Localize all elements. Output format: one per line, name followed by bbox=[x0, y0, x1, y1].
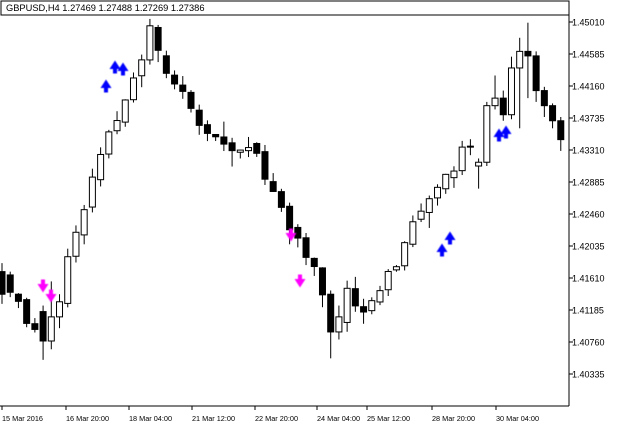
svg-text:1.40335: 1.40335 bbox=[572, 370, 605, 380]
svg-text:1.41185: 1.41185 bbox=[572, 306, 604, 316]
svg-text:25 Mar 12:00: 25 Mar 12:00 bbox=[367, 414, 410, 423]
svg-text:21 Mar 12:00: 21 Mar 12:00 bbox=[192, 414, 235, 423]
svg-text:1.44160: 1.44160 bbox=[572, 82, 605, 92]
svg-text:1.43310: 1.43310 bbox=[572, 146, 605, 156]
svg-text:28 Mar 20:00: 28 Mar 20:00 bbox=[432, 414, 475, 423]
svg-text:1.44585: 1.44585 bbox=[572, 50, 605, 60]
svg-text:18 Mar 04:00: 18 Mar 04:00 bbox=[129, 414, 172, 423]
svg-text:1.42460: 1.42460 bbox=[572, 210, 605, 220]
svg-text:1.45010: 1.45010 bbox=[572, 18, 605, 28]
svg-text:1.43735: 1.43735 bbox=[572, 114, 605, 124]
svg-text:22 Mar 20:00: 22 Mar 20:00 bbox=[255, 414, 298, 423]
svg-text:30 Mar 04:00: 30 Mar 04:00 bbox=[496, 414, 539, 423]
svg-text:1.41610: 1.41610 bbox=[572, 274, 605, 284]
svg-text:1.42035: 1.42035 bbox=[572, 242, 605, 252]
svg-text:15 Mar 2016: 15 Mar 2016 bbox=[2, 414, 43, 423]
svg-text:16 Mar 20:00: 16 Mar 20:00 bbox=[66, 414, 109, 423]
svg-text:GBPUSD,H4 1.27469 1.27488 1.2: GBPUSD,H4 1.27469 1.27488 1.27269 1.2738… bbox=[6, 3, 205, 13]
svg-text:24 Mar 04:00: 24 Mar 04:00 bbox=[317, 414, 360, 423]
svg-text:1.40760: 1.40760 bbox=[572, 338, 605, 348]
svg-text:1.42885: 1.42885 bbox=[572, 178, 605, 188]
